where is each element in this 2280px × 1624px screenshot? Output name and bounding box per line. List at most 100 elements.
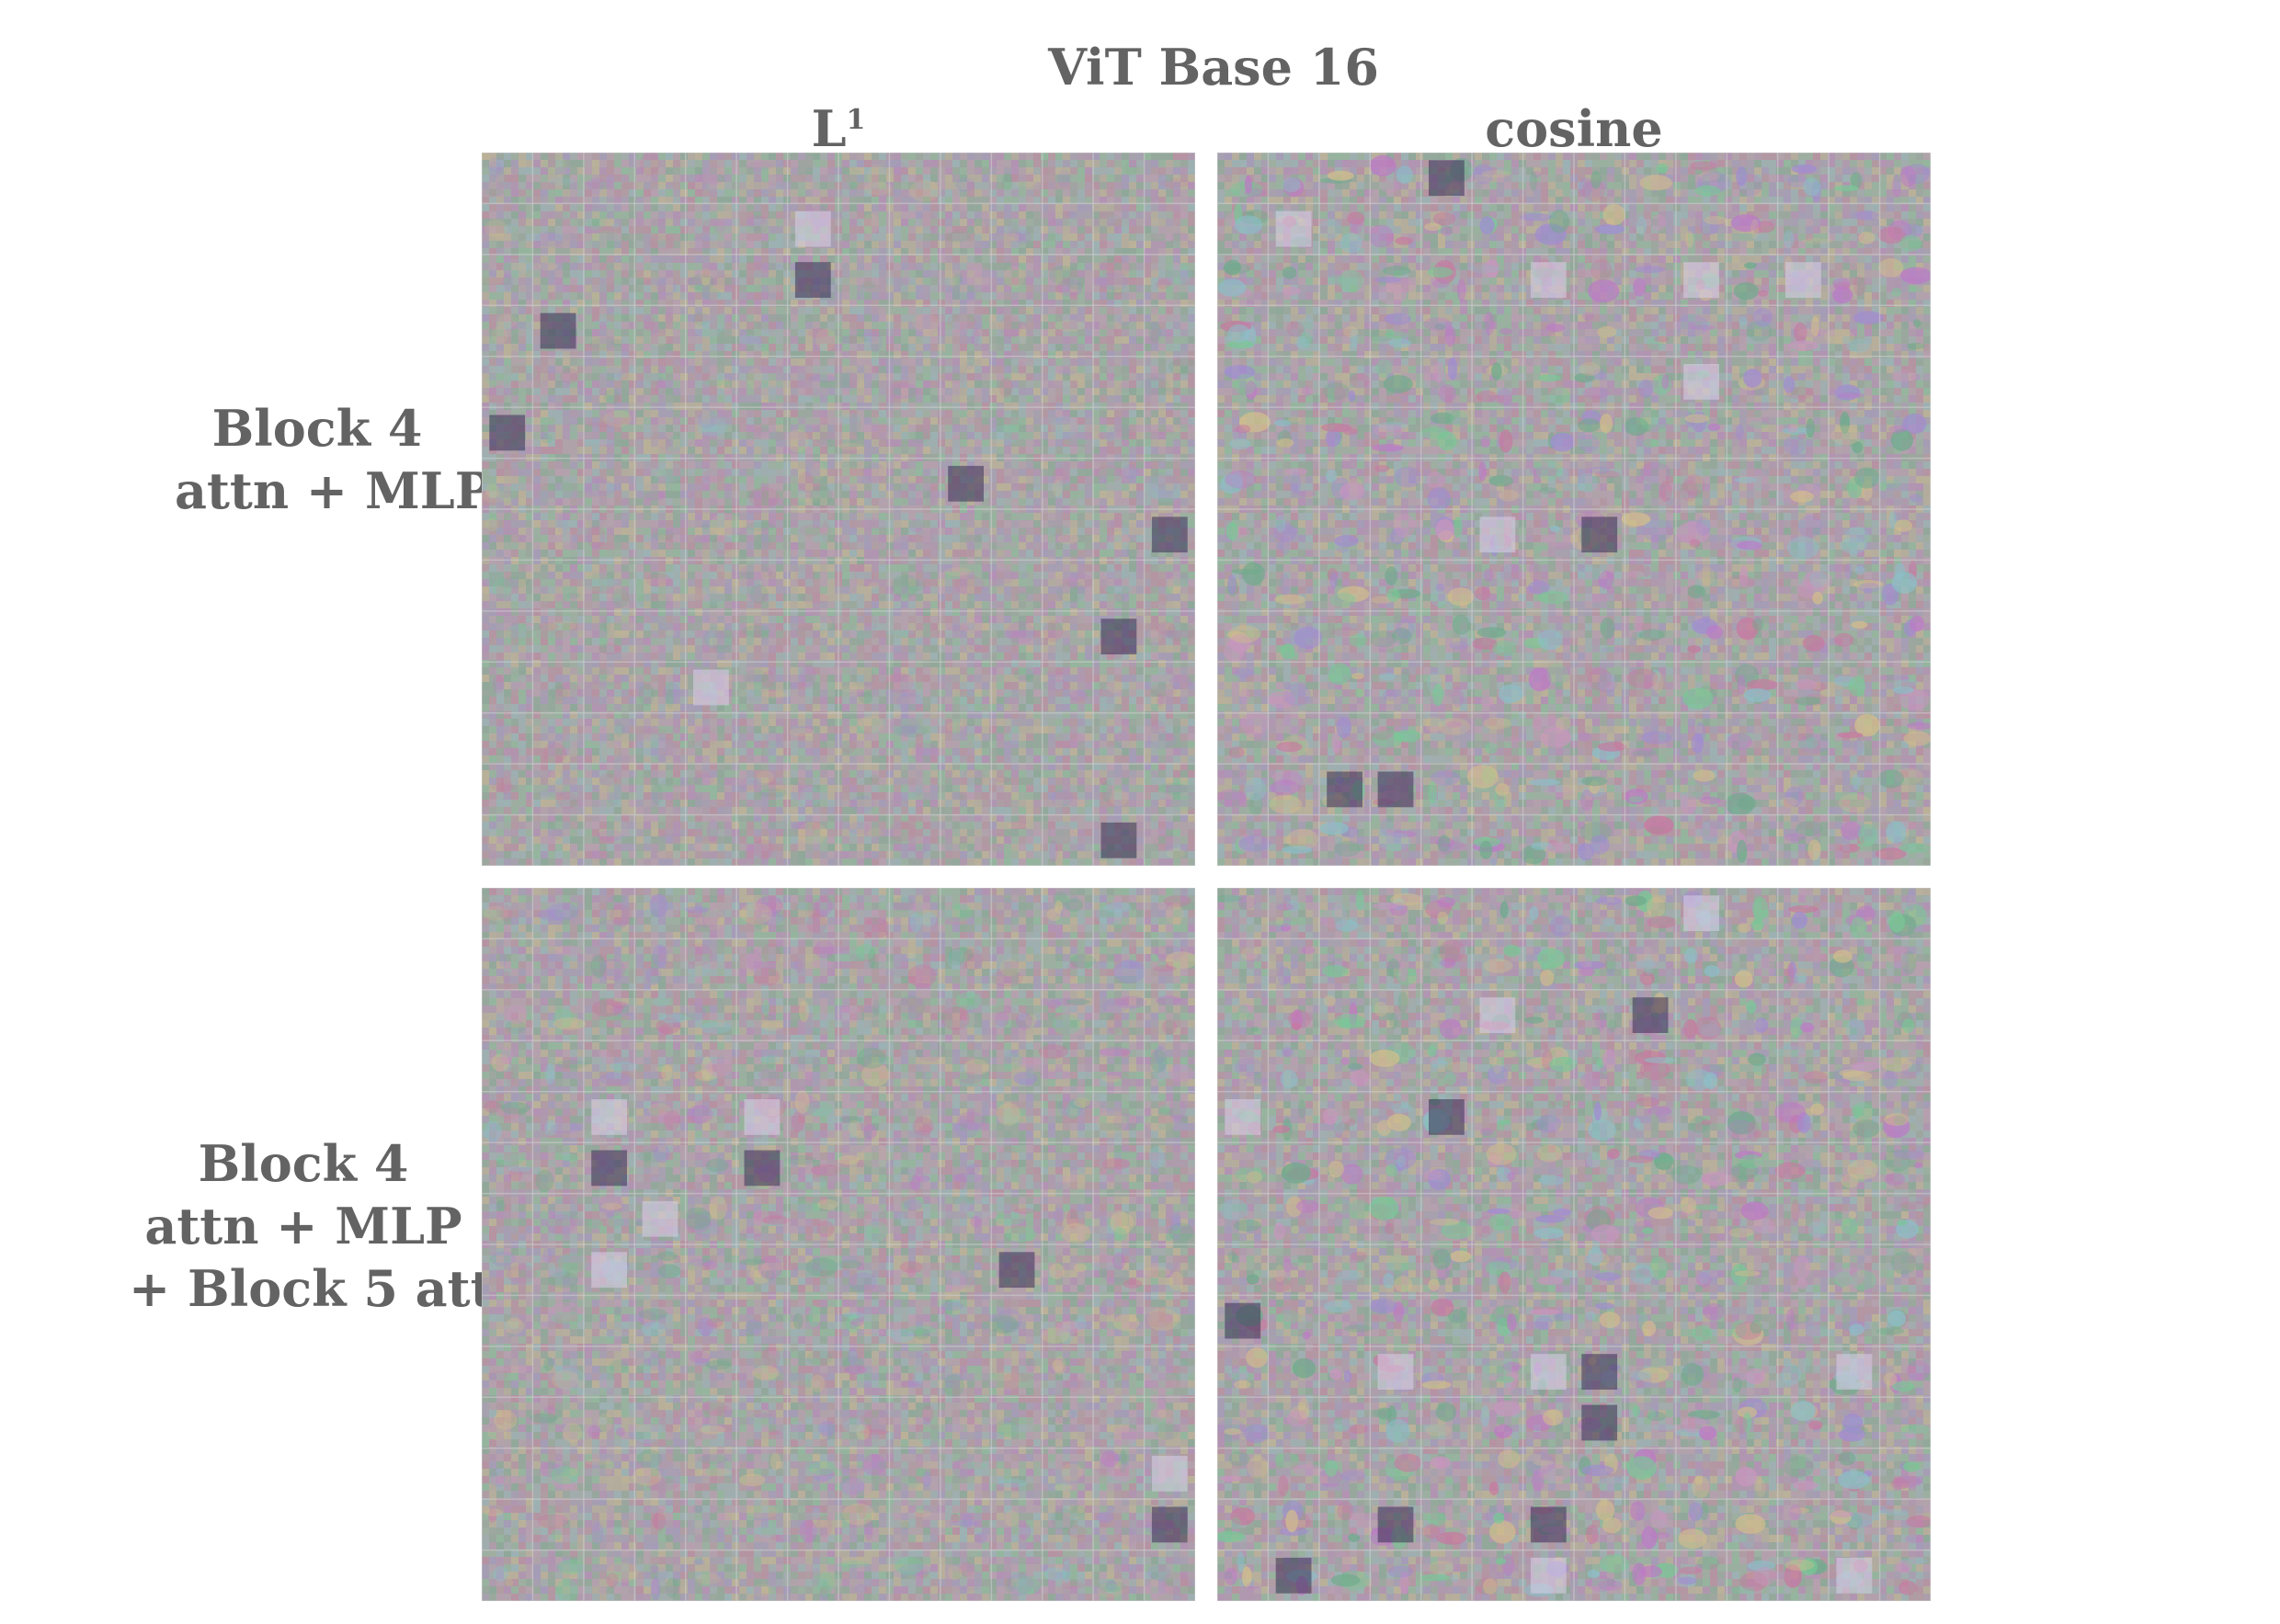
feature-tile bbox=[1144, 1506, 1188, 1543]
feature-tile bbox=[1844, 562, 1884, 593]
feature-tile bbox=[1727, 830, 1748, 863]
feature-tile bbox=[1054, 732, 1091, 751]
feature-tile bbox=[1475, 1208, 1523, 1238]
feature-tile bbox=[1043, 210, 1077, 247]
feature-tile bbox=[489, 413, 531, 452]
feature-tile bbox=[1152, 202, 1191, 249]
feature-tile bbox=[1368, 224, 1413, 248]
feature-tile bbox=[1523, 1556, 1568, 1597]
feature-tile bbox=[1626, 668, 1664, 694]
feature-tile bbox=[1528, 778, 1574, 797]
feature-tile bbox=[798, 520, 832, 543]
tile-grid-lines bbox=[482, 888, 1195, 1601]
feature-tile bbox=[1678, 1502, 1709, 1550]
feature-tile bbox=[683, 721, 717, 748]
feature-tile bbox=[836, 998, 886, 1024]
feature-tile bbox=[1004, 1573, 1042, 1596]
feature-tile bbox=[1103, 569, 1133, 604]
feature-tile bbox=[1225, 202, 1270, 234]
feature-tile bbox=[1329, 1368, 1352, 1383]
feature-tile bbox=[1057, 170, 1081, 197]
feature-tile bbox=[1594, 1008, 1617, 1033]
feature-tile bbox=[837, 1561, 870, 1594]
feature-tile bbox=[1369, 1196, 1399, 1234]
feature-tile bbox=[844, 1205, 888, 1243]
feature-tile bbox=[1097, 960, 1146, 984]
feature-tile bbox=[854, 905, 891, 938]
feature-tile bbox=[1089, 1209, 1134, 1242]
feature-tile bbox=[582, 574, 630, 608]
feature-tile bbox=[690, 613, 735, 654]
feature-tile bbox=[487, 1403, 519, 1441]
feature-tile bbox=[1224, 365, 1258, 400]
column-label-cosine-text: cosine bbox=[1485, 99, 1662, 158]
feature-tile bbox=[844, 514, 887, 548]
feature-tile bbox=[1783, 1456, 1818, 1491]
feature-tile bbox=[1285, 468, 1317, 497]
feature-tile bbox=[1839, 526, 1870, 554]
tile-grid-lines bbox=[482, 153, 1195, 866]
feature-tile bbox=[1647, 335, 1670, 350]
feature-tile bbox=[1265, 900, 1300, 932]
feature-tile bbox=[1049, 1263, 1087, 1279]
feature-tile bbox=[995, 510, 1027, 549]
feature-tile bbox=[745, 521, 776, 550]
feature-tile bbox=[1051, 1504, 1087, 1539]
feature-tile bbox=[582, 410, 632, 445]
feature-tile bbox=[1325, 469, 1365, 501]
feature-tile bbox=[1471, 627, 1518, 657]
feature-tile bbox=[1728, 1201, 1775, 1238]
feature-tile bbox=[496, 720, 520, 758]
feature-tile bbox=[1621, 512, 1673, 542]
feature-tile bbox=[739, 563, 772, 604]
feature-tile bbox=[490, 1468, 518, 1488]
feature-tile bbox=[1682, 685, 1716, 710]
feature-tile bbox=[1273, 1196, 1319, 1241]
feature-tile bbox=[542, 153, 576, 186]
feature-tile bbox=[1532, 948, 1566, 986]
feature-tile bbox=[1319, 822, 1361, 857]
feature-tile bbox=[948, 464, 987, 508]
feature-tile bbox=[1536, 1144, 1566, 1186]
feature-tile bbox=[1369, 1042, 1416, 1067]
feature-tile bbox=[1217, 1507, 1255, 1542]
feature-tile bbox=[700, 1158, 730, 1182]
feature-tile bbox=[600, 1306, 629, 1340]
feature-tile bbox=[1841, 1159, 1879, 1188]
feature-tile bbox=[915, 1040, 944, 1079]
feature-tile bbox=[758, 1054, 781, 1081]
feature-tile bbox=[1476, 362, 1513, 406]
feature-tile bbox=[1379, 668, 1410, 701]
feature-tile bbox=[539, 769, 578, 809]
feature-tile bbox=[585, 1458, 613, 1476]
feature-tile bbox=[598, 894, 632, 931]
feature-tile bbox=[1903, 721, 1931, 746]
feature-tile bbox=[1680, 473, 1705, 502]
feature-tile bbox=[1093, 1449, 1137, 1482]
feature-tile bbox=[1670, 1164, 1731, 1187]
feature-tiles bbox=[482, 153, 1195, 866]
feature-tile bbox=[1374, 991, 1408, 1029]
feature-tile bbox=[1227, 1347, 1268, 1390]
feature-tile bbox=[1000, 667, 1034, 710]
feature-tile bbox=[940, 1299, 991, 1342]
feature-tile bbox=[844, 164, 893, 196]
feature-tile bbox=[851, 1047, 890, 1087]
feature-tile bbox=[944, 363, 974, 400]
feature-tile bbox=[748, 1411, 781, 1436]
feature-tile bbox=[791, 1198, 838, 1238]
feature-tile bbox=[1845, 998, 1875, 1042]
feature-tile bbox=[693, 819, 735, 857]
feature-tile bbox=[1096, 619, 1137, 660]
feature-tile bbox=[1154, 1399, 1180, 1440]
feature-tile bbox=[1292, 385, 1320, 398]
feature-tile bbox=[858, 280, 880, 298]
feature-tile bbox=[1280, 1047, 1298, 1089]
feature-tile bbox=[585, 176, 625, 195]
feature-tile bbox=[1692, 1475, 1710, 1499]
feature-tile bbox=[1428, 770, 1461, 804]
feature-tile bbox=[1533, 1208, 1572, 1240]
feature-tile bbox=[1727, 732, 1754, 750]
feature-tile bbox=[1573, 952, 1616, 977]
feature-tile bbox=[647, 218, 685, 251]
